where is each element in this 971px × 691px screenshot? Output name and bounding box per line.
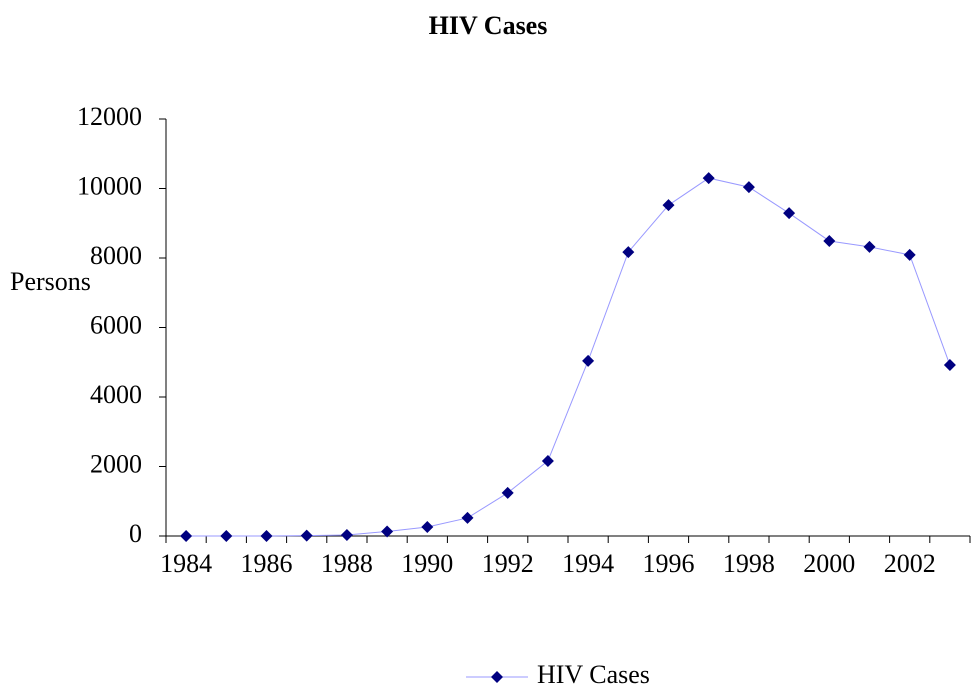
x-tick-label: 2002 — [884, 549, 936, 578]
data-point — [662, 199, 675, 212]
data-point — [863, 240, 876, 253]
data-point — [783, 207, 796, 220]
series-line — [186, 177, 951, 537]
data-point — [461, 511, 474, 524]
data-point — [421, 520, 434, 533]
data-point — [260, 530, 273, 542]
data-point — [541, 454, 554, 467]
data-point — [220, 530, 233, 542]
x-tick-label: 1996 — [643, 549, 695, 578]
data-point — [180, 530, 193, 542]
y-tick-label: 2000 — [90, 449, 142, 478]
y-tick-label: 4000 — [90, 380, 142, 409]
y-tick-label: 0 — [129, 519, 142, 548]
data-point — [622, 246, 635, 259]
data-point — [742, 181, 755, 194]
chart-title: HIV Cases — [429, 11, 548, 40]
x-tick-label: 1992 — [482, 549, 534, 578]
data-point — [501, 486, 514, 499]
x-tick-label: 1988 — [321, 549, 373, 578]
x-tick-label: 2000 — [803, 549, 855, 578]
data-point — [381, 525, 394, 538]
data-point — [943, 359, 956, 372]
y-tick-label: 6000 — [90, 310, 142, 339]
data-point — [903, 248, 916, 261]
data-point — [300, 529, 313, 542]
x-tick-label: 1994 — [562, 549, 614, 578]
data-point — [823, 234, 836, 247]
legend-label: HIV Cases — [537, 660, 650, 689]
data-point — [582, 354, 595, 367]
x-tick-label: 1998 — [723, 549, 775, 578]
data-point — [702, 172, 715, 185]
x-tick-label: 1990 — [401, 549, 453, 578]
y-tick-label: 8000 — [90, 241, 142, 270]
y-tick-label: 12000 — [77, 102, 142, 131]
legend-marker — [491, 671, 503, 683]
x-tick-label: 1984 — [160, 549, 212, 578]
y-axis-label: Persons — [10, 267, 91, 296]
data-point — [340, 528, 353, 541]
y-tick-label: 10000 — [77, 171, 142, 200]
x-tick-label: 1986 — [241, 549, 293, 578]
